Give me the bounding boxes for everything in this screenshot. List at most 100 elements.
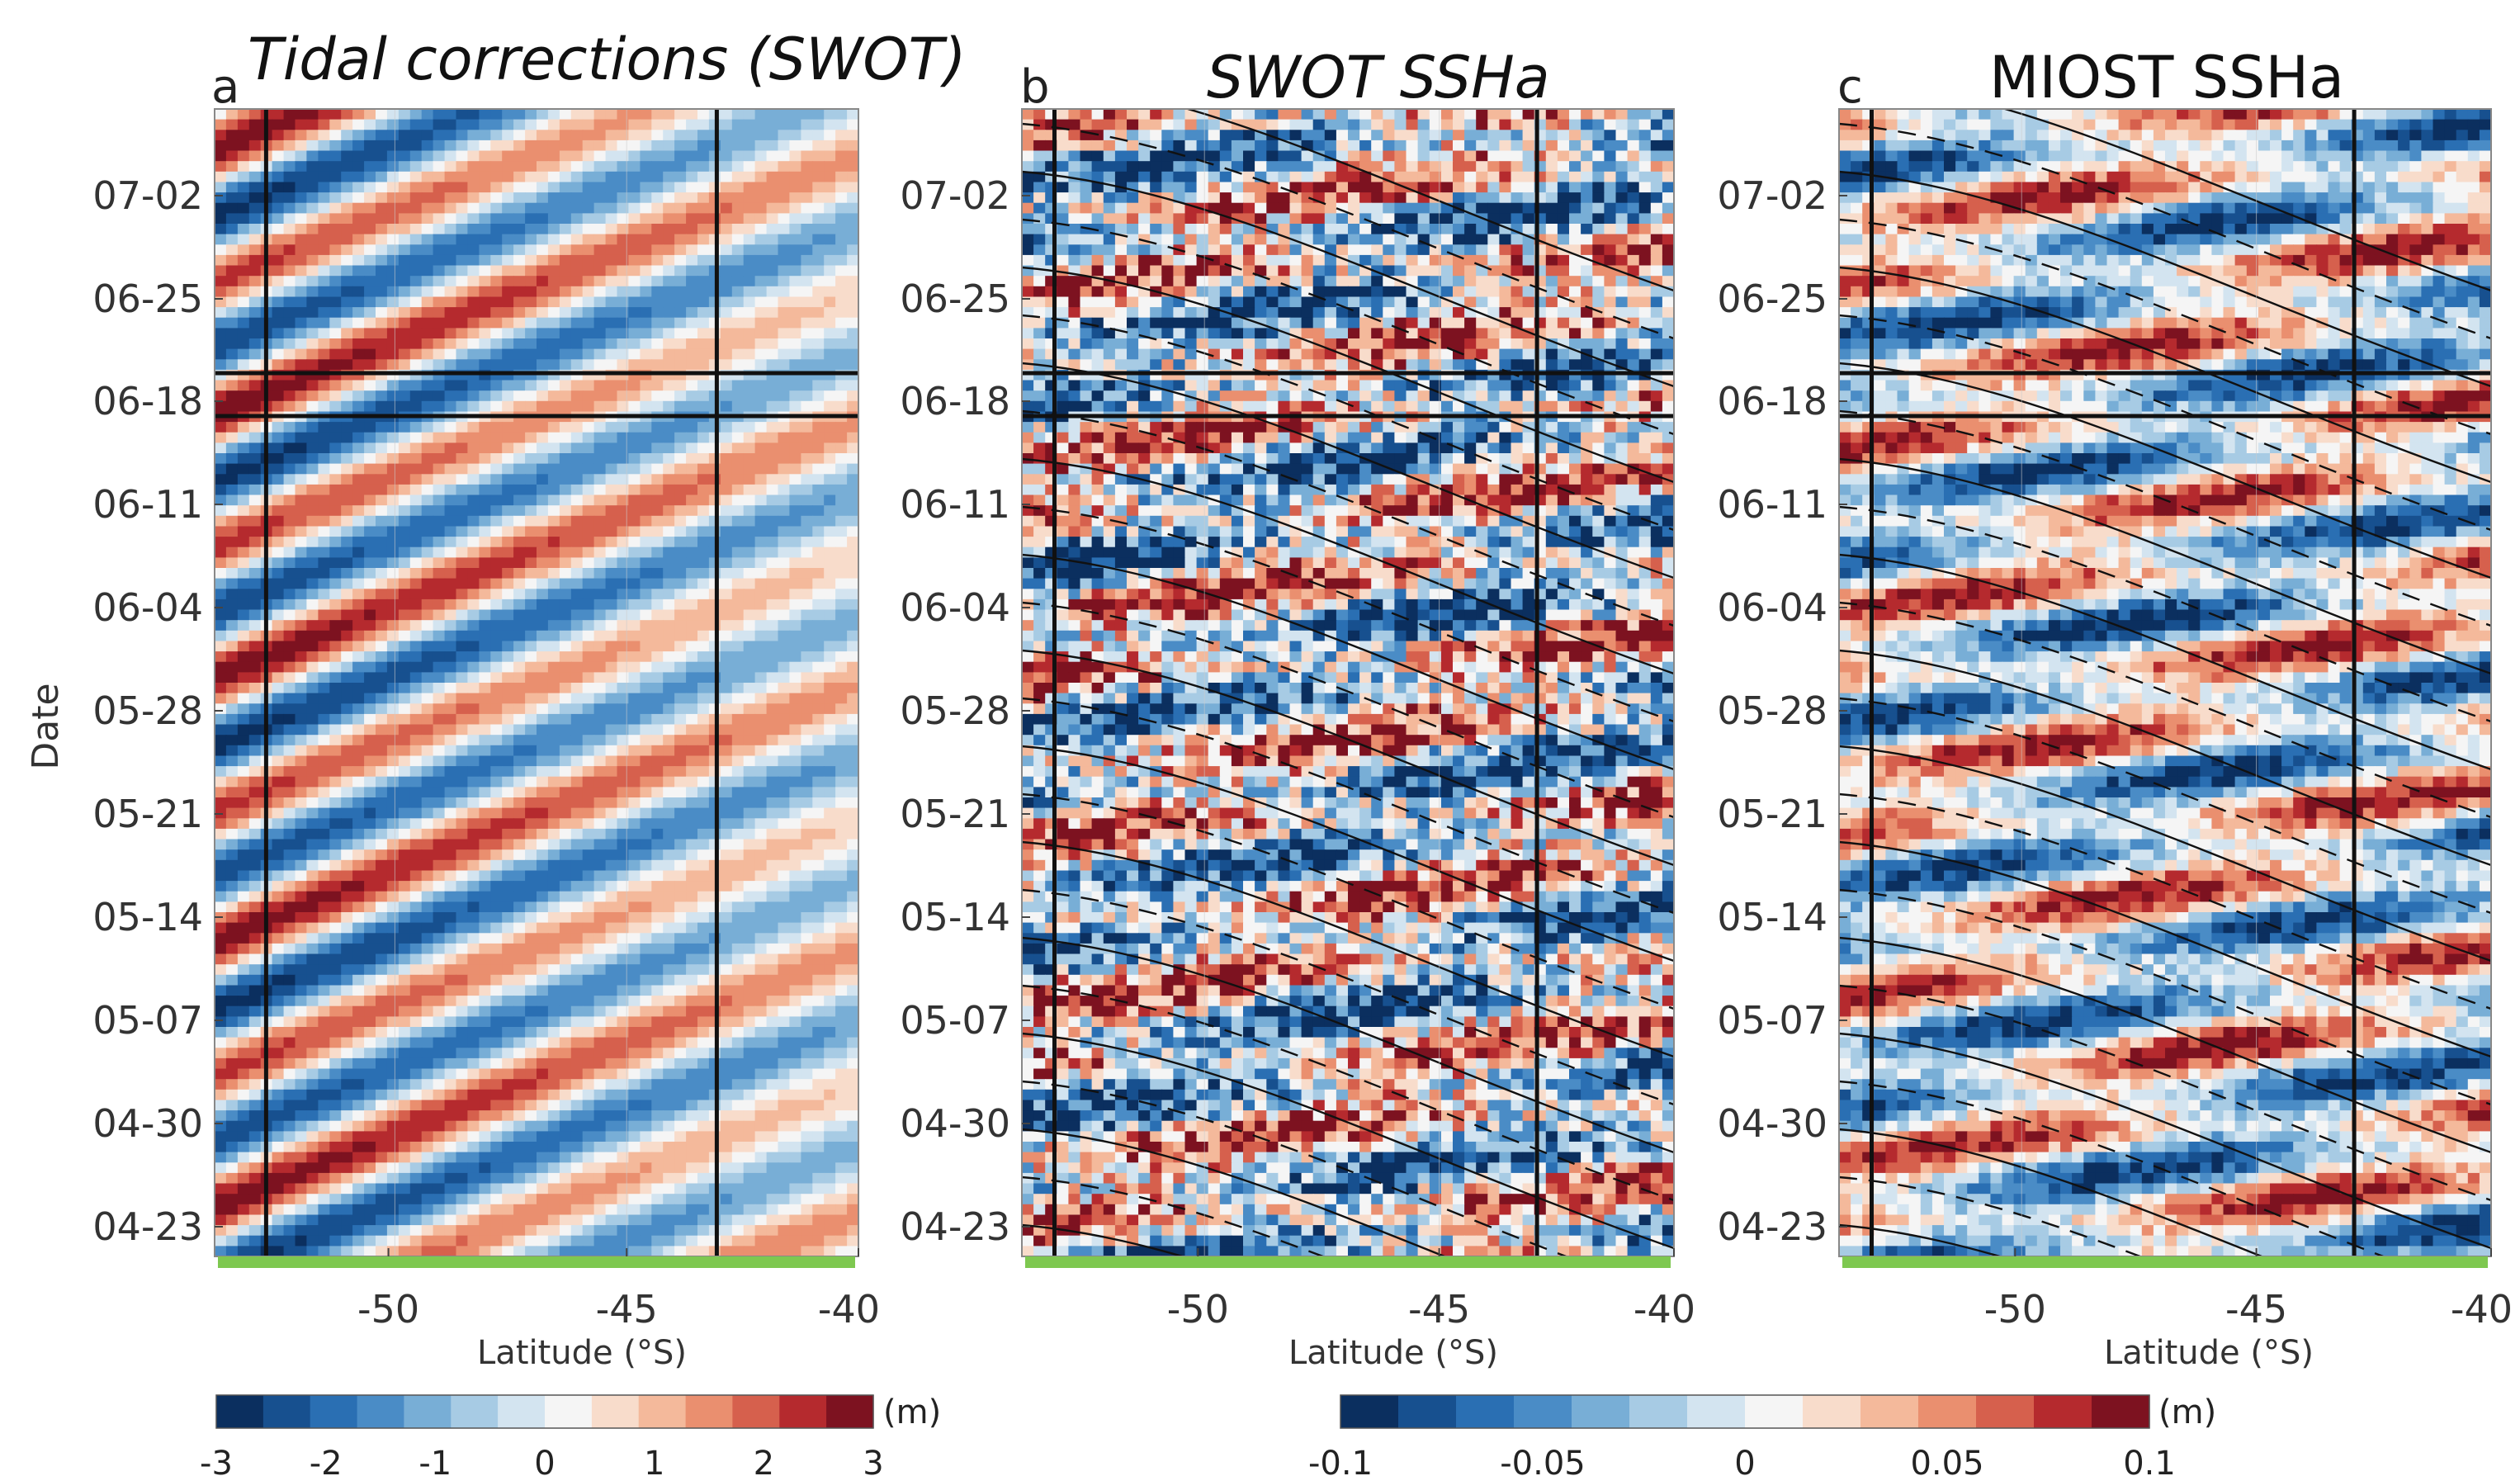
heatmap-cell <box>640 546 653 559</box>
heatmap-cell <box>386 693 400 704</box>
heatmap-cell <box>398 818 411 830</box>
heatmap-cell <box>376 870 388 882</box>
heatmap-cell <box>386 380 400 391</box>
heatmap-cell <box>490 598 503 611</box>
heatmap-cell <box>663 442 675 454</box>
heatmap-cell <box>409 213 423 225</box>
heatmap-cell <box>295 839 308 850</box>
heatmap-cell <box>490 244 503 256</box>
heatmap-cell <box>352 828 365 840</box>
heatmap-cell <box>547 526 560 537</box>
heatmap-cell <box>778 307 791 319</box>
heatmap-cell <box>547 578 560 589</box>
heatmap-cell <box>329 119 342 130</box>
heatmap-cell <box>283 348 296 360</box>
heatmap-cell <box>225 943 239 955</box>
heatmap-cell <box>766 849 779 861</box>
heatmap-cell <box>479 537 492 548</box>
heatmap-cell <box>456 745 469 757</box>
heatmap-cell <box>778 276 791 287</box>
heatmap-cell <box>272 202 285 215</box>
heatmap-cell <box>663 787 675 798</box>
heatmap-cell <box>824 234 836 245</box>
heatmap-cell <box>467 244 480 256</box>
heatmap-cell <box>617 912 630 924</box>
heatmap-cell <box>376 996 388 1007</box>
heatmap-cell <box>766 1027 779 1038</box>
heatmap-cell <box>801 484 814 496</box>
heatmap-cell <box>386 265 400 277</box>
heatmap-cell <box>570 432 584 444</box>
heatmap-cell <box>433 1016 446 1028</box>
heatmap-cell <box>686 526 698 537</box>
heatmap-cell <box>651 171 664 183</box>
heatmap-cell <box>847 849 858 861</box>
heatmap-cell <box>663 192 675 204</box>
heatmap-cell <box>421 1027 434 1038</box>
heatmap-cell <box>215 735 227 746</box>
heatmap-cell <box>306 171 319 183</box>
heatmap-cell <box>593 359 607 371</box>
heatmap-cell <box>341 119 353 130</box>
heatmap-cell <box>467 150 480 162</box>
heatmap-cell <box>237 985 250 996</box>
heatmap-cell <box>743 661 756 674</box>
heatmap-cell <box>789 672 802 684</box>
heatmap-cell <box>593 537 607 548</box>
heatmap-cell <box>467 213 480 225</box>
heatmap-cell <box>479 400 492 413</box>
heatmap-cell <box>525 818 537 830</box>
heatmap-cell <box>801 317 814 329</box>
heatmap-cell <box>376 953 388 965</box>
heatmap-cell <box>847 870 858 882</box>
heatmap-cell <box>812 265 825 277</box>
heatmap-cell <box>306 912 319 924</box>
heatmap-cell <box>835 442 848 454</box>
heatmap-cell <box>341 755 353 767</box>
heatmap-cell <box>386 881 400 892</box>
heatmap-cell <box>237 807 250 819</box>
heatmap-cell <box>329 922 342 934</box>
heatmap-cell <box>720 849 733 861</box>
heatmap-cell <box>272 641 285 652</box>
heatmap-cell <box>409 922 423 934</box>
heatmap-cell <box>731 244 745 256</box>
heatmap-cell <box>444 338 457 350</box>
heatmap-cell <box>570 422 584 433</box>
heatmap-cell <box>525 609 537 621</box>
heatmap-cell <box>329 620 342 632</box>
heatmap-cell <box>593 755 607 767</box>
heatmap-cell <box>697 849 710 861</box>
heatmap-cell <box>651 651 664 663</box>
heatmap-cell <box>847 735 858 746</box>
heatmap-cell <box>376 912 388 924</box>
heatmap-cell <box>421 901 434 913</box>
heatmap-cell <box>283 359 296 371</box>
heatmap-cell <box>731 724 745 736</box>
heatmap-cell <box>409 150 423 162</box>
heatmap-cell <box>421 254 434 267</box>
heatmap-cell <box>352 442 365 454</box>
heatmap-cell <box>433 254 446 267</box>
heatmap-cell <box>376 745 388 757</box>
heatmap-cell <box>547 745 560 757</box>
heatmap-cell <box>547 661 560 674</box>
heatmap-cell <box>663 651 675 663</box>
heatmap-cell <box>444 182 457 193</box>
heatmap-cell <box>329 432 342 444</box>
heatmap-cell <box>513 1016 526 1028</box>
heatmap-cell <box>421 672 434 684</box>
heatmap-cell <box>513 171 526 183</box>
heatmap-cell <box>479 766 492 778</box>
heatmap-cell <box>801 703 814 715</box>
heatmap-cell <box>248 661 262 674</box>
heatmap-cell <box>617 818 630 830</box>
heatmap-cell <box>318 338 331 350</box>
heatmap-cell <box>444 224 457 235</box>
heatmap-cell <box>593 641 607 652</box>
heatmap-cell <box>628 202 641 215</box>
heatmap-cell <box>295 296 308 308</box>
heatmap-cell <box>628 703 641 715</box>
heatmap-cell <box>697 432 710 444</box>
heatmap-cell <box>364 494 376 506</box>
